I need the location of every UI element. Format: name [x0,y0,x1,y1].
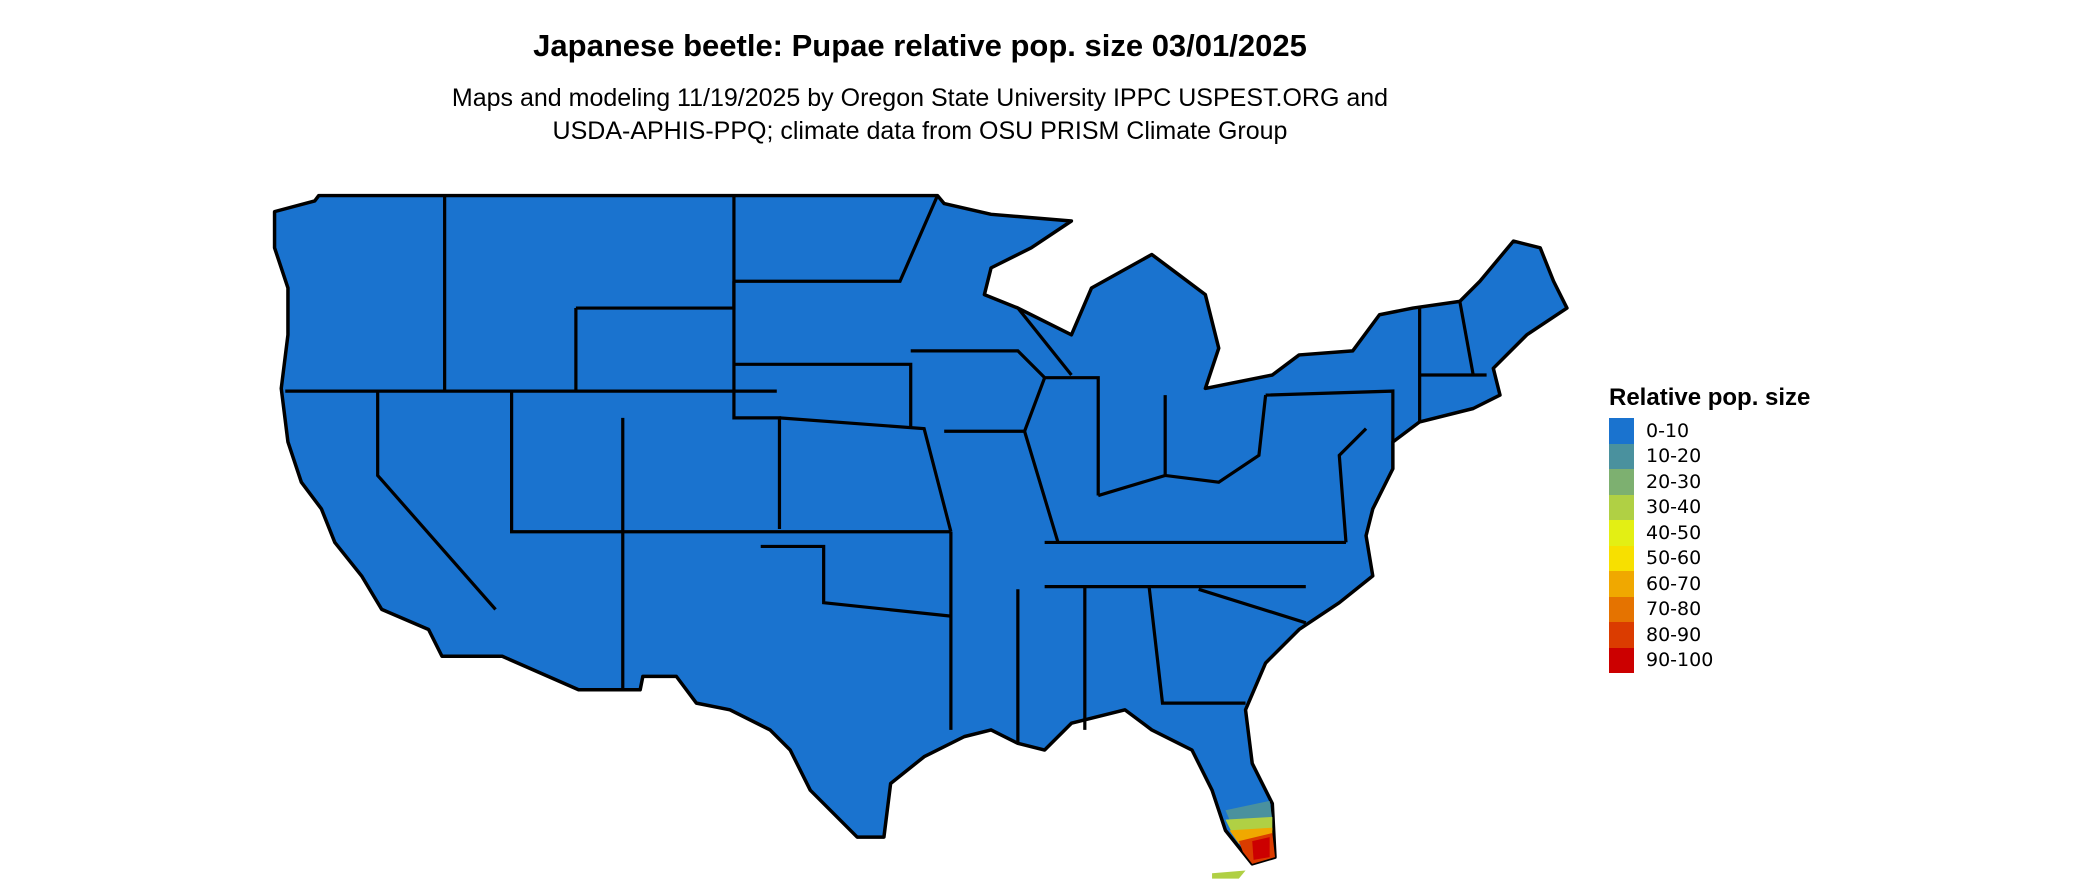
legend-swatch [1609,622,1634,648]
florida-band [1225,800,1273,820]
legend-label: 60-70 [1646,572,1702,595]
legend-label: 0-10 [1646,419,1690,442]
legend-swatch [1609,647,1634,673]
legend-item: 20-30 [1609,469,1810,495]
state-borders [285,194,1487,744]
florida-high-population-zone [1212,800,1275,879]
legend-item: 90-100 [1609,647,1810,673]
legend-label: 30-40 [1646,496,1702,519]
legend-item: 60-70 [1609,571,1810,597]
legend-swatch [1609,469,1634,495]
legend-item: 10-20 [1609,443,1810,469]
legend-label: 40-50 [1646,521,1702,544]
legend-item: 80-90 [1609,622,1810,648]
map-subtitle-line2: USDA-APHIS-PPQ; climate data from OSU PR… [552,117,1288,145]
map-title: Japanese beetle: Pupae relative pop. siz… [533,28,1307,63]
legend-item: 50-60 [1609,545,1810,571]
legend-label: 80-90 [1646,623,1702,646]
map-subtitle-line1: Maps and modeling 11/19/2025 by Oregon S… [451,84,1389,112]
map-content [272,193,1569,879]
us-outline [272,193,1569,866]
legend-swatch [1609,494,1634,520]
legend-item: 0-10 [1609,418,1810,444]
legend-label: 70-80 [1646,598,1702,621]
legend-swatch [1609,443,1634,469]
legend-label: 10-20 [1646,445,1702,468]
legend-label: 50-60 [1646,547,1702,570]
legend-swatch [1609,418,1634,444]
legend: Relative pop. size 0-10 10-20 20-30 30-40 40… [1609,384,1810,673]
florida-band [1252,837,1270,860]
legend-label: 90-100 [1646,649,1714,672]
legend-swatch [1609,571,1634,597]
legend-item: 40-50 [1609,520,1810,546]
legend-item: 70-80 [1609,596,1810,622]
legend-swatch [1609,520,1634,546]
florida-band [1212,870,1246,879]
legend-swatch [1609,545,1634,571]
legend-title: Relative pop. size [1609,384,1811,411]
legend-item: 30-40 [1609,494,1810,520]
legend-label: 20-30 [1646,470,1702,493]
legend-swatch [1609,596,1634,622]
